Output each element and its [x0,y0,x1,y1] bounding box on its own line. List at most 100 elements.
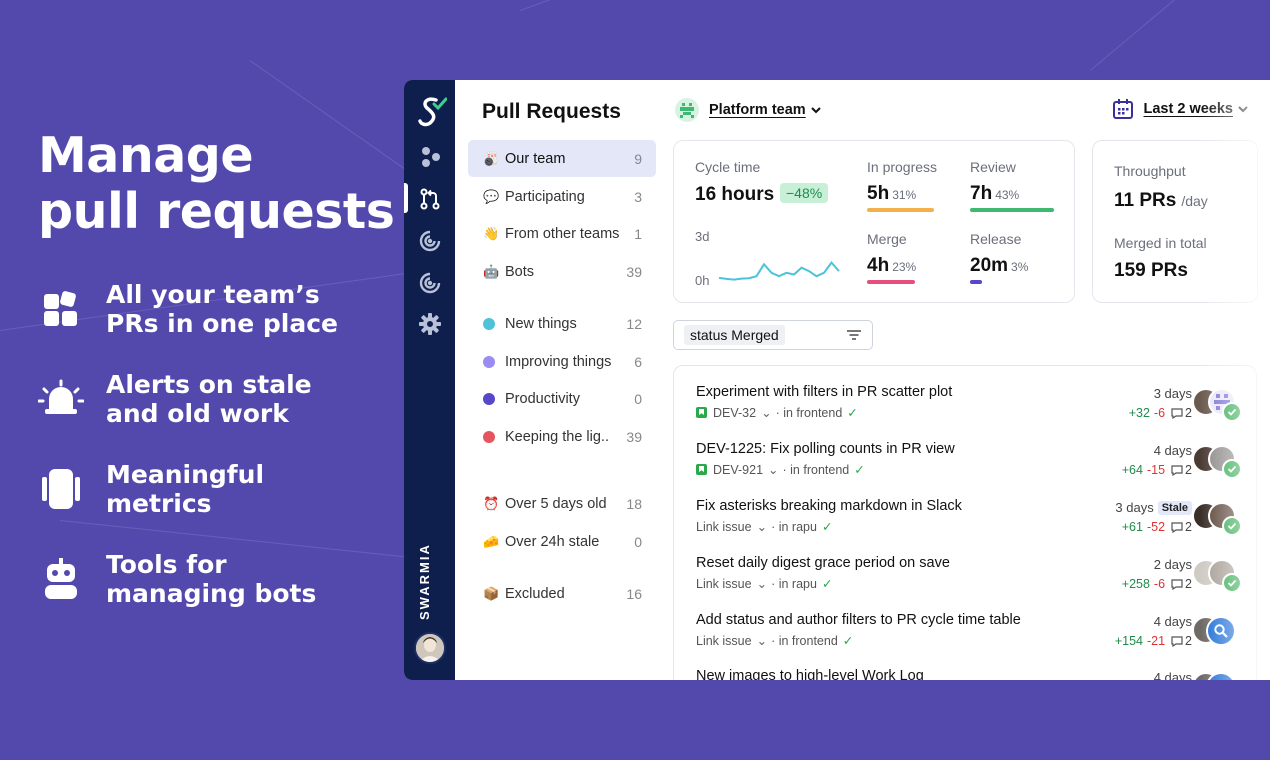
sidebar-item-label: Participating [505,188,585,205]
filter-input[interactable]: status Merged [673,320,873,350]
comment-count-value: 2 [1185,634,1192,648]
sidebar-item-over-24h-stale[interactable]: 🧀 Over 24h stale 0 [468,523,656,560]
cycle-time-change-badge: −48% [780,183,829,203]
sidebar-item-improving-things[interactable]: Improving things 6 [468,343,656,380]
cycle-time-card: Cycle time 16 hours −48% 3d 0h In progre… [673,140,1075,303]
filter-icon[interactable] [846,328,862,342]
sidebar-item-productivity[interactable]: Productivity 0 [468,380,656,417]
cycle-time-value: 16 hours [695,184,775,205]
in-progress-pct: 31% [892,188,917,202]
sidebar-item-label: Over 5 days old [505,495,607,512]
pr-meta: DEV-921 ⌄ · in frontend ✓ [696,462,865,477]
repo-label: · in frontend [775,405,843,420]
table-row[interactable]: Reset daily digest grace period on save … [674,555,1256,612]
overview-icon[interactable] [417,144,443,170]
pr-meta: Link issue ⌄ · in frontend ✓ [696,633,854,649]
merged-total-label: Merged in total [1114,235,1207,251]
release-bar [970,280,982,284]
top-bar: Platform team Last 2 weeks [675,98,1270,128]
sidebar-item-label: From other teams [505,225,620,242]
comment-count: 2 [1171,577,1192,591]
sidebar-item-new-things[interactable]: New things 12 [468,305,656,342]
metrics-icon [38,466,84,512]
pr-age: 3 days Stale [1115,500,1192,515]
sidebar-item-from-other-teams[interactable]: 👋 From other teams 1 [468,215,656,252]
waving-hand-icon: 👋 [483,225,500,241]
issue-link[interactable]: DEV-921 [713,462,764,477]
pr-age-text: 4 days [1153,443,1192,458]
target-icon[interactable] [417,228,443,254]
robot-icon: 🤖 [483,263,500,279]
pr-title[interactable]: Fix asterisks breaking markdown in Slack [696,498,962,514]
pr-diff: +154 -21 2 [1115,634,1192,648]
issue-link[interactable]: DEV-32 [713,405,757,420]
page-title: Pull Requests [482,100,621,123]
sidebar-item-participating[interactable]: 💬 Participating 3 [468,178,656,215]
feature-text: Meaningful metrics [106,460,265,518]
pr-diff: +64 -15 2 [1122,463,1192,477]
release-value: 20m 3% [970,255,1028,277]
cycle-time-label: Cycle time [695,159,761,175]
pr-meta: DEV-32 ⌄ · in frontend ✓ [696,405,858,420]
table-row[interactable]: Fix asterisks breaking markdown in Slack… [674,498,1256,555]
table-row[interactable]: Add status and author filters to PR cycl… [674,612,1256,669]
team-selector[interactable]: Platform team [675,98,823,122]
merge-pct: 23% [892,260,917,274]
background-line [520,0,728,11]
settings-icon[interactable] [417,311,443,337]
table-row[interactable]: DEV-1225: Fix polling counts in PR view … [674,441,1256,498]
chevron-down-icon[interactable]: ⌄ [761,406,772,420]
check-icon: ✓ [842,634,854,648]
table-row[interactable]: New images to high-level Work Log 4 days [674,668,1256,680]
active-indicator [404,183,408,213]
category-dot [483,355,495,368]
bot-icon [38,556,84,602]
comment-count-value: 2 [1185,520,1192,534]
team-avatar-icon [675,98,699,122]
brand-wordmark: SWARMIA [417,543,432,620]
jira-icon [696,464,707,475]
swarmia-logo-icon[interactable] [417,95,447,127]
pr-title[interactable]: DEV-1225: Fix polling counts in PR view [696,441,955,457]
sidebar-item-label: Over 24h stale [505,533,600,550]
chevron-down-icon[interactable]: ⌄ [756,634,768,648]
pr-title[interactable]: Reset daily digest grace period on save [696,555,950,571]
sidebar-item-over-5-days-old[interactable]: ⏰ Over 5 days old 18 [468,485,656,522]
widgets-icon [38,286,84,332]
pr-age: 4 days [1154,670,1192,680]
comment-icon [1171,464,1183,476]
issue-link[interactable]: Link issue [696,519,752,534]
sidebar-item-bots[interactable]: 🤖 Bots 39 [468,253,656,290]
pr-title[interactable]: Experiment with filters in PR scatter pl… [696,384,953,400]
sidebar-item-keeping-the-lights-on[interactable]: Keeping the lig.. 39 [468,418,656,455]
comment-count: 2 [1171,520,1192,534]
issue-link[interactable]: Link issue [696,633,752,648]
chevron-down-icon[interactable]: ⌄ [756,520,768,534]
background-line [1090,0,1244,71]
sidebar-item-count: 39 [626,428,642,445]
sidebar-item-label: Excluded [505,585,565,602]
pr-title[interactable]: New images to high-level Work Log [696,668,924,680]
filter-chip[interactable]: status Merged [684,325,785,345]
target-icon[interactable] [417,270,443,296]
repo-label: · in frontend [771,633,838,648]
merge-time: 4h [867,255,890,276]
sidebar-item-count: 12 [626,315,642,332]
sidebar-item-our-team[interactable]: 🎳 Our team 9 [468,140,656,177]
sidebar-item-label: Bots [505,263,535,280]
pull-requests-icon[interactable] [417,186,443,212]
chevron-down-icon[interactable]: ⌄ [768,463,779,477]
edge-fade [1200,80,1270,680]
user-avatar[interactable] [414,632,446,664]
alarm-icon [38,376,84,422]
sidebar-item-excluded[interactable]: 📦 Excluded 16 [468,575,656,612]
release-time: 20m [970,255,1009,276]
sidebar-item-count: 39 [626,263,642,280]
jira-icon [696,407,707,418]
pr-age-text: 4 days [1153,614,1192,629]
issue-link[interactable]: Link issue [696,576,752,591]
table-row[interactable]: Experiment with filters in PR scatter pl… [674,384,1256,441]
repo-label: · in rapu [771,519,817,534]
chevron-down-icon[interactable]: ⌄ [756,577,768,591]
pr-title[interactable]: Add status and author filters to PR cycl… [696,612,1021,628]
